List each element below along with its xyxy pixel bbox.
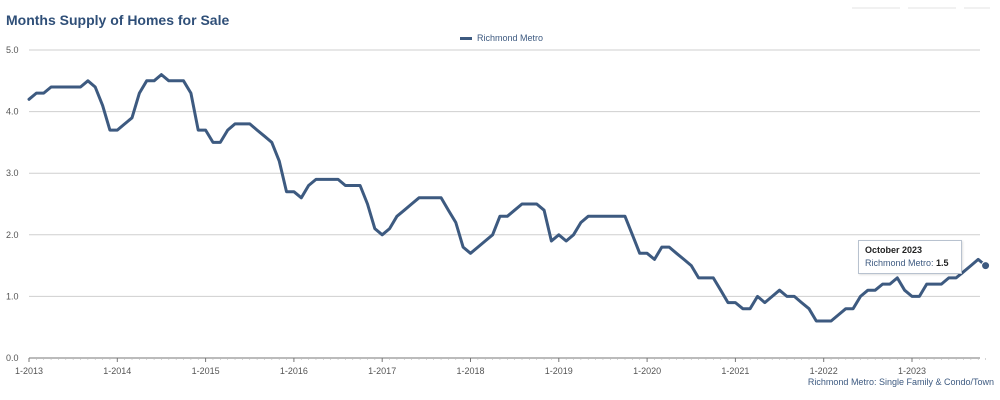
y-tick-label: 3.0	[6, 168, 19, 178]
tooltip-value: 1.5	[936, 258, 949, 268]
series-line-richmond-metro	[27, 73, 988, 323]
y-tick-label: 5.0	[6, 45, 19, 55]
x-tick-label: 1-2017	[368, 366, 396, 376]
x-tick-label: 1-2014	[103, 366, 131, 376]
chart-tooltip: October 2023 Richmond Metro: 1.5	[858, 240, 962, 274]
x-tick-label: 1-2023	[898, 366, 926, 376]
x-tick-label: 1-2016	[280, 366, 308, 376]
chart-legend[interactable]: Richmond Metro	[460, 33, 543, 43]
chart-title: Months Supply of Homes for Sale	[6, 12, 230, 28]
x-tick-label: 1-2018	[456, 366, 484, 376]
legend-label: Richmond Metro	[477, 33, 544, 43]
y-tick-label: 2.0	[6, 230, 19, 240]
y-tick-label: 1.0	[6, 291, 19, 301]
x-tick-label: 1-2021	[721, 366, 749, 376]
x-tick-label: 1-2020	[633, 366, 661, 376]
x-tick-label: 1-2013	[15, 366, 43, 376]
toolbar-tab[interactable]	[908, 7, 956, 9]
y-tick-label: 4.0	[6, 107, 19, 117]
y-tick-label: 0.0	[6, 353, 19, 363]
tooltip-series-label: Richmond Metro:	[865, 258, 934, 268]
tooltip-title: October 2023	[865, 245, 923, 255]
legend-swatch	[460, 36, 472, 40]
top-toolbar	[852, 7, 990, 9]
toolbar-tab[interactable]	[964, 7, 990, 9]
chart-footnote: Richmond Metro: Single Family & Condo/To…	[807, 377, 994, 387]
hover-point-marker	[981, 261, 991, 271]
x-tick-label: 1-2019	[545, 366, 573, 376]
x-tick-label: 1-2015	[192, 366, 220, 376]
toolbar-tab[interactable]	[852, 7, 900, 9]
x-tick-label: 1-2022	[810, 366, 838, 376]
